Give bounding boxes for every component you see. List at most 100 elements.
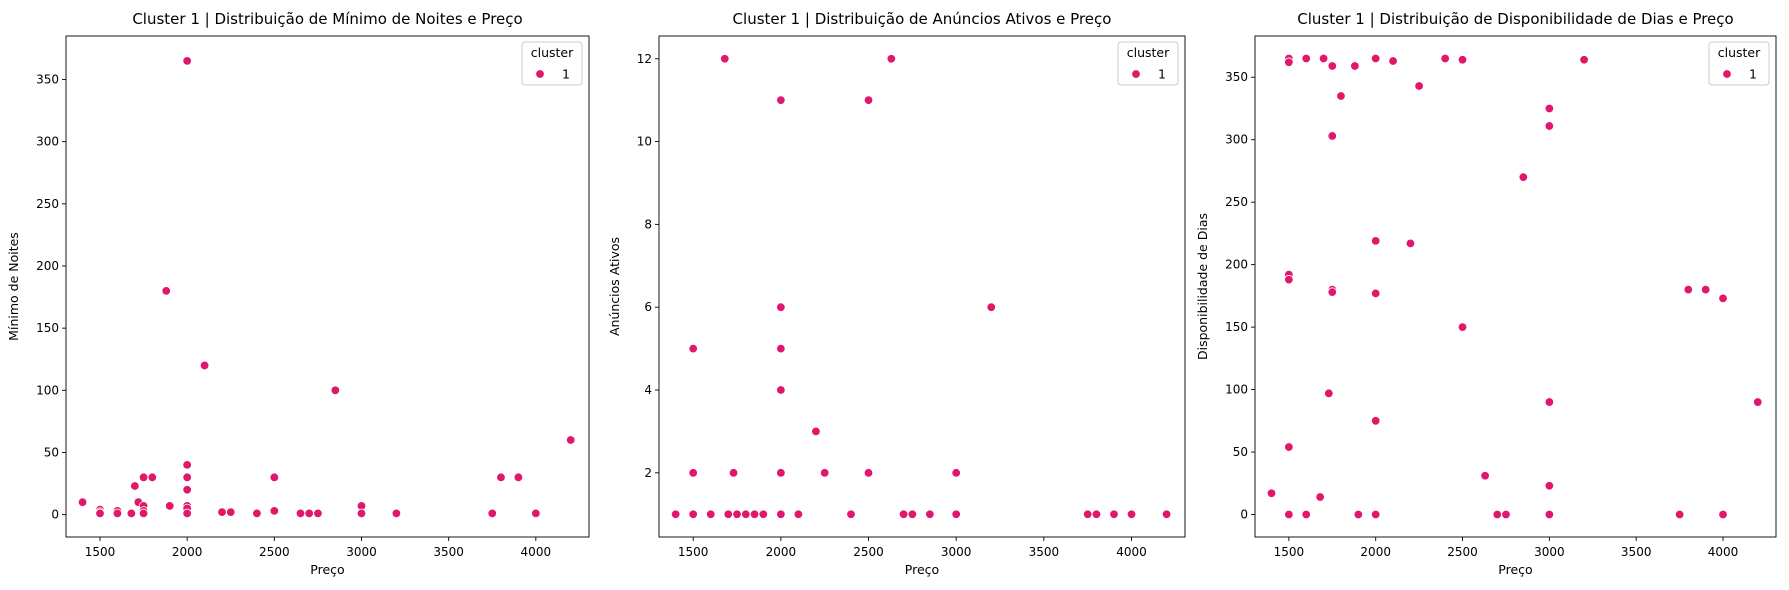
data-point — [165, 501, 175, 511]
data-point — [138, 472, 149, 483]
data-point — [1518, 172, 1529, 182]
data-point — [749, 509, 760, 519]
y-tick-label: 250 — [1225, 195, 1248, 209]
data-point — [1440, 53, 1450, 64]
y-tick-label: 50 — [44, 445, 59, 459]
data-point — [1126, 509, 1137, 519]
data-point — [1327, 131, 1337, 141]
data-point — [226, 507, 236, 517]
x-tick-label: 3500 — [1029, 545, 1060, 559]
data-point — [95, 508, 105, 519]
chart-title: Cluster 1 | Distribuição de Anúncios Ati… — [733, 10, 1112, 28]
data-point — [811, 426, 821, 437]
y-tick-label: 8 — [644, 217, 652, 231]
data-point — [925, 509, 935, 519]
data-point — [1284, 509, 1294, 520]
data-point — [1683, 284, 1693, 295]
y-tick-label: 2 — [644, 466, 652, 480]
y-tick-label: 100 — [36, 383, 59, 397]
data-point — [776, 302, 786, 312]
data-point — [112, 508, 123, 519]
data-point — [1266, 488, 1277, 498]
x-tick-label: 2500 — [259, 545, 290, 559]
axes-frame — [65, 35, 590, 538]
data-point — [819, 468, 830, 478]
y-axis-label: Disponibilidade de Dias — [1195, 213, 1210, 360]
data-point — [1579, 55, 1589, 65]
data-point — [1318, 53, 1329, 64]
data-point — [732, 509, 742, 519]
data-point — [741, 509, 751, 519]
data-point — [1414, 81, 1424, 91]
data-point — [1718, 509, 1728, 520]
data-point — [1327, 61, 1337, 71]
chart-title: Cluster 1 | Distribuição de Mínimo de No… — [132, 10, 522, 28]
data-point — [1370, 288, 1381, 299]
data-point — [1324, 388, 1334, 399]
data-point — [1091, 509, 1102, 519]
data-point — [951, 509, 961, 519]
data-point — [986, 302, 996, 312]
chart-title: Cluster 1 | Distribuição de Disponibilid… — [1297, 10, 1733, 28]
data-point — [356, 508, 367, 519]
data-point — [1457, 55, 1468, 65]
data-point — [776, 95, 786, 105]
data-point — [1301, 509, 1311, 520]
data-point — [688, 343, 698, 354]
x-tick-label: 4000 — [1708, 545, 1739, 559]
data-point — [161, 286, 171, 296]
data-point — [793, 509, 804, 519]
data-point — [496, 472, 506, 483]
axes-frame — [1254, 35, 1777, 538]
legend-entry: 1 — [1749, 67, 1757, 82]
x-tick-label: 3500 — [1621, 545, 1652, 559]
data-point — [313, 508, 323, 519]
data-point — [1336, 91, 1346, 101]
data-point — [1353, 509, 1364, 520]
data-point — [138, 508, 149, 519]
data-point — [670, 509, 681, 519]
data-point — [1350, 61, 1360, 71]
data-point — [269, 506, 280, 516]
x-tick-label: 3500 — [433, 545, 464, 559]
data-point — [863, 95, 874, 105]
data-point — [1753, 397, 1763, 407]
data-point — [1544, 397, 1555, 407]
legend-title: cluster — [1127, 45, 1170, 60]
data-point — [199, 360, 210, 371]
data-point — [1544, 121, 1555, 131]
data-point — [863, 468, 874, 478]
data-point — [1284, 274, 1294, 285]
data-point — [531, 508, 541, 519]
x-tick-label: 3000 — [1534, 545, 1565, 559]
data-point — [1480, 471, 1490, 481]
data-point — [565, 435, 576, 445]
x-tick-label: 1500 — [1274, 545, 1305, 559]
data-point — [776, 343, 786, 354]
data-point — [776, 468, 786, 478]
data-point — [951, 468, 961, 478]
data-point — [330, 385, 341, 396]
legend-marker — [1131, 69, 1141, 79]
data-point — [1082, 509, 1093, 519]
x-tick-label: 2500 — [1447, 545, 1478, 559]
y-axis-label: Anúncios Ativos — [607, 237, 622, 336]
data-point — [304, 508, 314, 519]
data-point — [688, 509, 698, 519]
data-point — [720, 54, 730, 64]
data-point — [1544, 481, 1555, 491]
x-tick-label: 1500 — [85, 545, 116, 559]
x-tick-label: 2000 — [766, 545, 797, 559]
data-point — [1370, 509, 1381, 520]
data-point — [898, 509, 909, 519]
y-tick-label: 4 — [644, 383, 652, 397]
data-point — [886, 54, 897, 64]
data-point — [728, 468, 739, 478]
data-point — [182, 472, 192, 483]
x-tick-label: 2500 — [853, 545, 884, 559]
y-tick-label: 200 — [1225, 258, 1248, 272]
y-tick-label: 6 — [644, 300, 652, 314]
data-point — [1284, 442, 1294, 452]
data-point — [1327, 287, 1337, 297]
data-point — [182, 56, 192, 66]
